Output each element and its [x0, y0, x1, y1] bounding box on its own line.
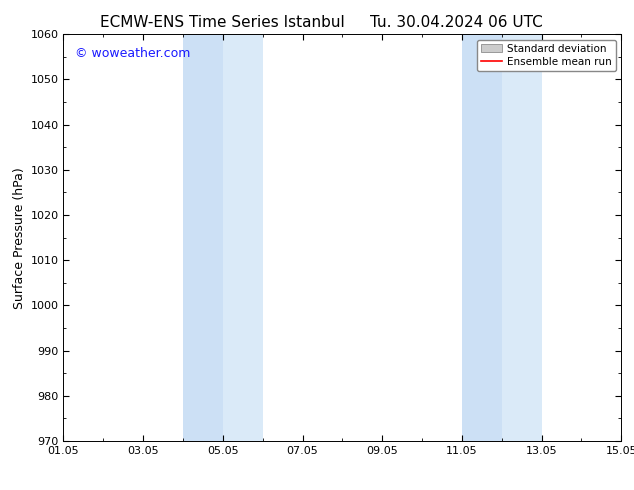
- Bar: [223, 34, 262, 441]
- Text: © woweather.com: © woweather.com: [75, 47, 190, 59]
- Bar: [501, 34, 541, 441]
- Legend: Standard deviation, Ensemble mean run: Standard deviation, Ensemble mean run: [477, 40, 616, 71]
- Text: Tu. 30.04.2024 06 UTC: Tu. 30.04.2024 06 UTC: [370, 15, 543, 30]
- Y-axis label: Surface Pressure (hPa): Surface Pressure (hPa): [13, 167, 26, 309]
- Text: ECMW-ENS Time Series Istanbul: ECMW-ENS Time Series Istanbul: [100, 15, 344, 30]
- Bar: [183, 34, 223, 441]
- Bar: [462, 34, 501, 441]
